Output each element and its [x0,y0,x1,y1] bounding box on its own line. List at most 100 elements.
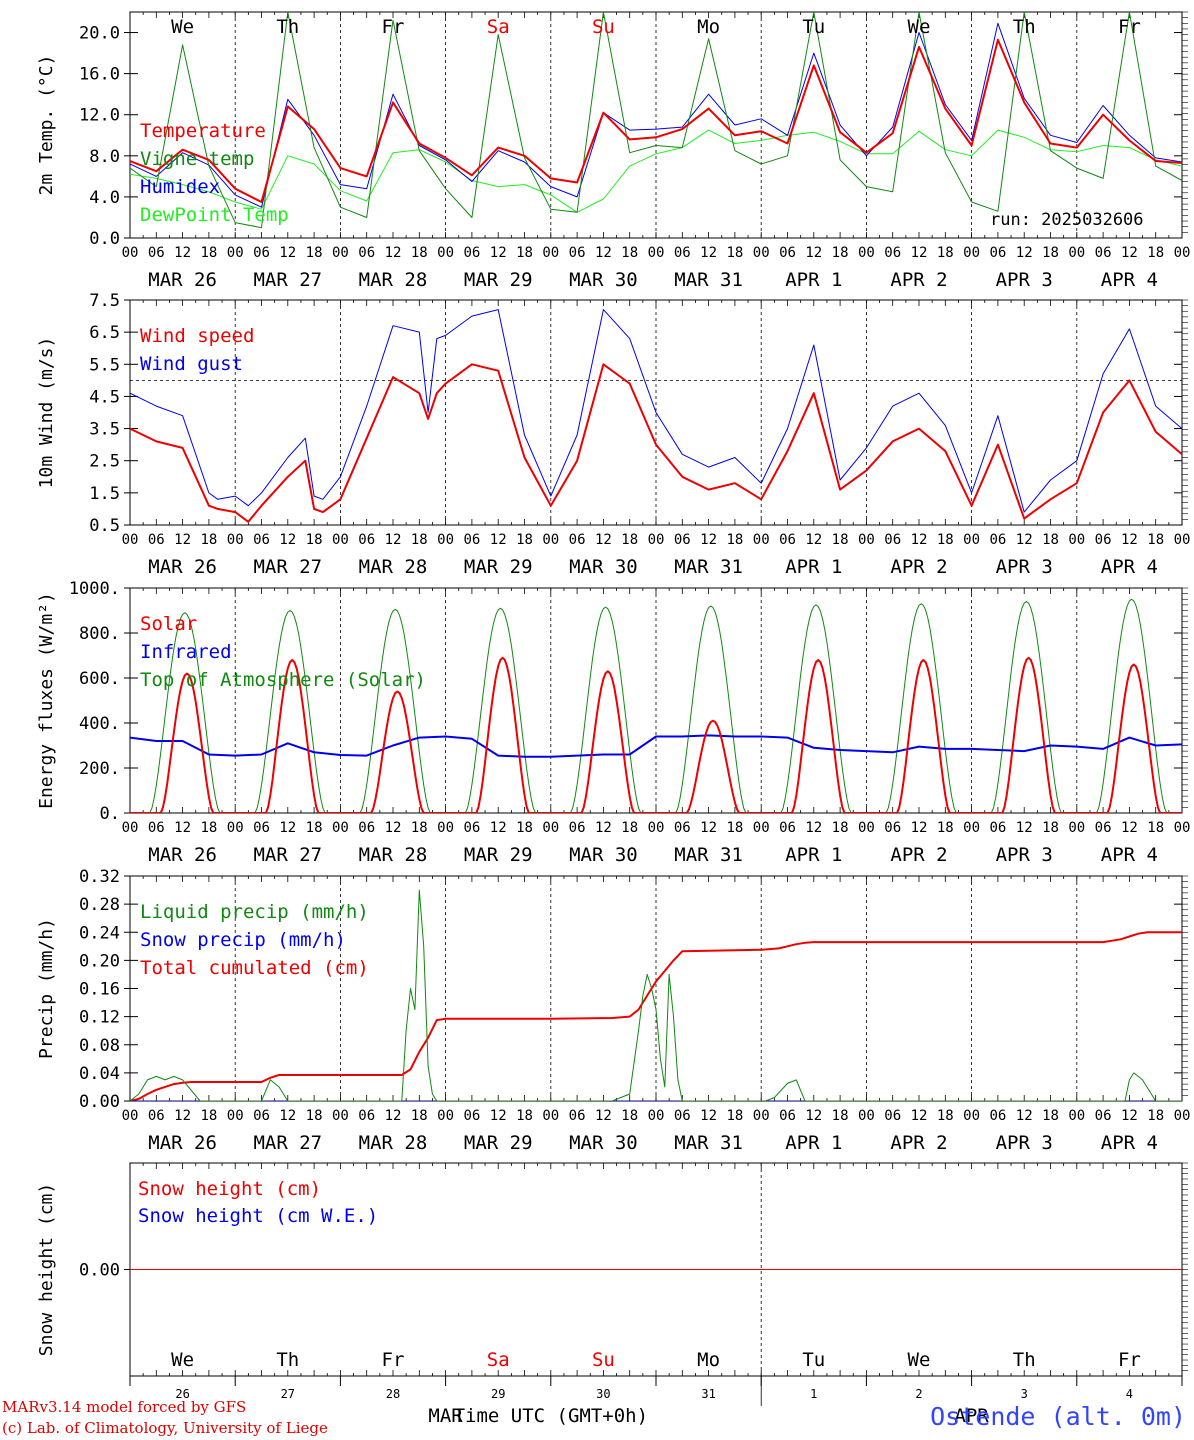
x-axis-title: Time UTC (GMT+0h) [454,1405,648,1427]
hour-tick-label: 12 [911,532,928,548]
hour-tick-label: 18 [411,245,428,261]
date-labels: MAR 26 MAR 27 MAR 28 MAR 29 MAR 30 MAR 31 APR … [148,556,1158,578]
hour-tick-label: 12 [490,1108,507,1124]
run-label: run: 2025032606 [990,210,1144,230]
y-tick-label: 400. [79,714,120,734]
date-label: APR 3 [996,269,1053,291]
weekday-label: Th [1013,1349,1036,1371]
y-tick-label: 0.24 [79,923,120,943]
legend-entry: Snow height (cm W.E.) [138,1205,378,1227]
hour-tick-label: 12 [385,532,402,548]
hour-tick-label: 12 [595,532,612,548]
hour-tick-label: 12 [1016,1108,1033,1124]
hour-tick-label: 00 [332,245,349,261]
date-label: MAR 30 [569,1132,638,1154]
date-label: APR 4 [1101,1132,1158,1154]
series-line-liquid-precip-mm-h- [130,889,1182,1101]
hour-tick-label: 18 [306,1108,323,1124]
y-tick-label: 0.32 [79,867,120,887]
hour-tick-label: 12 [490,245,507,261]
hour-labels: 00 06 12 18 00 06 12 18 00 06 12 18 00 06 12 18 00 06 12 18… [122,1108,1191,1124]
y-tick-label: 20.0 [79,24,120,44]
weekday-label: Sa [487,16,510,38]
date-label: MAR 27 [253,269,322,291]
date-label: MAR 31 [674,556,743,578]
hour-tick-label: 06 [1095,245,1112,261]
legend-entry: Wind speed [140,325,254,347]
hour-tick-label: 00 [122,1108,139,1124]
series-line-wind-gust [130,309,1182,513]
day-number-label: 31 [701,1387,715,1401]
date-label: MAR 31 [674,844,743,866]
hour-tick-label: 12 [1016,532,1033,548]
hour-tick-label: 00 [648,245,665,261]
y-tick-label: 16.0 [79,65,120,85]
y-tick-label: 0. [100,804,120,824]
date-label: APR 2 [890,556,947,578]
hour-tick-label: 06 [779,532,796,548]
hour-tick-label: 06 [989,820,1006,836]
hour-tick-label: 12 [1121,245,1138,261]
hour-tick-label: 06 [779,820,796,836]
hour-tick-label: 00 [542,532,559,548]
hour-tick-label: 12 [805,1108,822,1124]
hour-tick-label: 00 [437,245,454,261]
y-tick-label: 1000. [69,579,120,599]
date-label: MAR 26 [148,556,217,578]
hour-tick-label: 06 [253,1108,270,1124]
hour-tick-label: 00 [753,532,770,548]
hour-tick-label: 00 [437,1108,454,1124]
hour-tick-label: 12 [1121,1108,1138,1124]
y-tick-label: 8.0 [89,147,120,167]
hour-tick-label: 12 [595,1108,612,1124]
legend-entry: Snow height (cm) [138,1178,321,1200]
y-tick-label: 4.5 [89,387,120,407]
y-axis-label: Snow height (cm) [36,1183,57,1356]
panel-3: 0. 200. 400. 600. 800. 1000. Energy fluxes (W/… [36,579,1190,866]
legend-entry: Temperature [140,120,266,142]
hour-tick-label: 12 [700,245,717,261]
hour-tick-label: 18 [1042,1108,1059,1124]
hour-tick-label: 12 [279,245,296,261]
month-label: APR [954,1405,989,1427]
y-tick-label: 0.20 [79,951,120,971]
hour-tick-label: 06 [358,245,375,261]
hour-tick-label: 12 [911,820,928,836]
hour-tick-label: 18 [1147,245,1164,261]
date-label: MAR 28 [359,844,428,866]
hour-tick-label: 12 [279,820,296,836]
hour-tick-label: 00 [753,245,770,261]
series-group [130,12,1182,229]
hour-tick-label: 00 [753,820,770,836]
y-tick-label: 4.0 [89,188,120,208]
y-tick-label: 6.5 [89,323,120,343]
y-tick-label: 200. [79,759,120,779]
hour-tick-label: 18 [1147,820,1164,836]
hour-tick-label: 00 [858,1108,875,1124]
hour-tick-label: 00 [1068,1108,1085,1124]
series-line-humidex [130,22,1182,208]
hour-tick-label: 00 [122,820,139,836]
x-tick-marks [129,12,1183,238]
legend-entry: Vigne temp [140,148,254,170]
day-separators [234,588,1078,813]
date-label: APR 3 [996,1132,1053,1154]
hour-tick-label: 18 [411,532,428,548]
weekday-label: Mo [697,16,720,38]
x-tick-marks [129,876,1183,1101]
hour-tick-label: 00 [858,245,875,261]
hour-tick-label: 00 [963,820,980,836]
day-number-label: 26 [175,1387,189,1401]
date-label: APR 3 [996,844,1053,866]
hour-tick-label: 00 [648,820,665,836]
hour-tick-label: 18 [411,820,428,836]
hour-tick-label: 12 [174,532,191,548]
hour-tick-label: 12 [700,532,717,548]
hour-tick-label: 06 [989,532,1006,548]
date-label: MAR 27 [253,844,322,866]
day-separators [234,12,1078,238]
date-label: APR 1 [785,269,842,291]
hour-tick-label: 18 [200,532,217,548]
hour-tick-label: 00 [1174,245,1191,261]
hour-tick-label: 18 [832,245,849,261]
